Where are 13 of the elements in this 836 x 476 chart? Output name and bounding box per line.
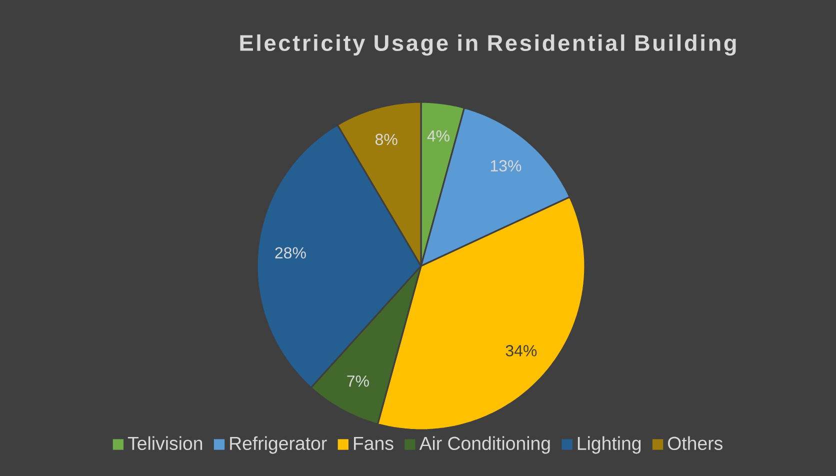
legend-label: Telivision <box>128 436 202 450</box>
legend-label: Air Conditioning <box>419 436 550 454</box>
chart-title: Electricity Usage in Residential Building <box>240 34 736 56</box>
data-label: 4% <box>427 130 450 142</box>
data-label: 8% <box>375 134 398 146</box>
legend-label: Lighting <box>578 436 641 454</box>
legend-label: Fans <box>354 436 394 450</box>
legend-label: Refrigerator <box>230 436 327 454</box>
legend-label: Others <box>668 436 722 450</box>
data-label: 28% <box>275 247 306 259</box>
data-label: 34% <box>506 345 537 356</box>
data-label: 7% <box>347 375 369 387</box>
data-label: 13% <box>490 160 522 172</box>
